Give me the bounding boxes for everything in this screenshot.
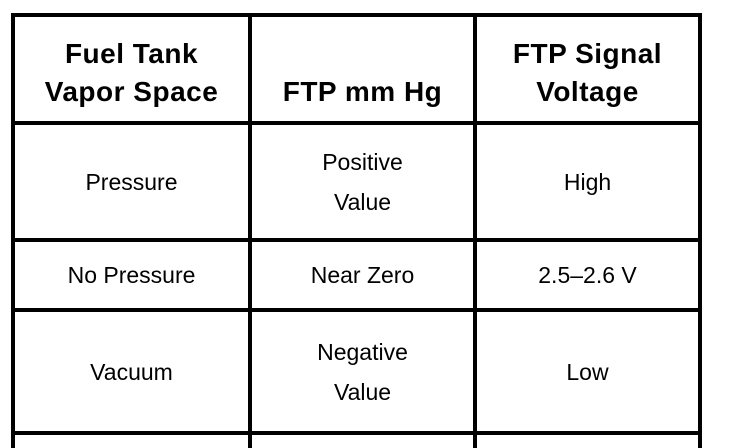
cell-clipped-1: [11, 431, 252, 448]
table-row-no-pressure: No Pressure Near Zero 2.5–2.6 V: [11, 238, 702, 312]
ftp-sensor-table: Fuel Tank Vapor Space FTP mm Hg FTP Sign…: [11, 13, 702, 448]
cell-clipped-2: [248, 431, 477, 448]
table-row-pressure: Pressure Positive Value High: [11, 121, 702, 242]
cell-vapor-space-no-pressure: No Pressure: [11, 238, 252, 312]
cell-mmhg-negative-value: Negative Value: [248, 308, 477, 435]
table-row-vacuum: Vacuum Negative Value Low: [11, 308, 702, 435]
header-ftp-signal-voltage: FTP Signal Voltage: [473, 13, 702, 125]
header-ftp-mm-hg: FTP mm Hg: [248, 13, 477, 125]
cell-voltage-mid-range: 2.5–2.6 V: [473, 238, 702, 312]
cell-mmhg-positive-value: Positive Value: [248, 121, 477, 242]
header-row: Fuel Tank Vapor Space FTP mm Hg FTP Sign…: [11, 13, 702, 125]
cell-vapor-space-pressure: Pressure: [11, 121, 252, 242]
cell-voltage-high: High: [473, 121, 702, 242]
cell-voltage-low: Low: [473, 308, 702, 435]
cell-vapor-space-vacuum: Vacuum: [11, 308, 252, 435]
table-row-clipped-partial: [11, 431, 702, 448]
cell-clipped-3: [473, 431, 702, 448]
header-fuel-tank-vapor-space: Fuel Tank Vapor Space: [11, 13, 252, 125]
cell-mmhg-near-zero: Near Zero: [248, 238, 477, 312]
